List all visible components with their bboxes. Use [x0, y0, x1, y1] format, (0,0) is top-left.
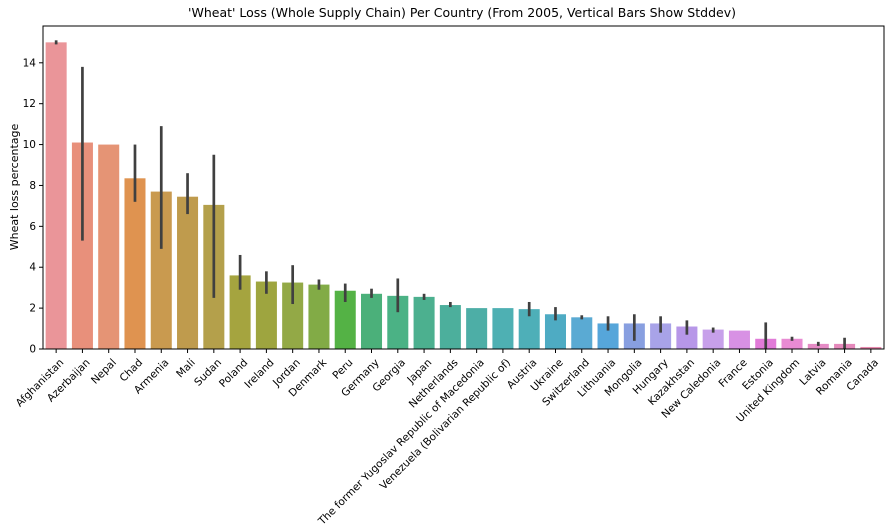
bar [492, 308, 514, 349]
y-tick-label: 12 [23, 98, 36, 110]
axis-spines [42, 25, 885, 350]
x-tick-label: Nepal [89, 357, 119, 387]
y-tick-label: 8 [29, 180, 36, 192]
bar [177, 196, 199, 349]
bar [807, 343, 829, 349]
bar [860, 346, 882, 349]
bar [361, 293, 383, 349]
x-tick-label: The former Yugoslav Republic of Macedoni… [316, 357, 487, 524]
x-tick-label: Ireland [242, 357, 276, 391]
bar [387, 295, 409, 349]
bar [282, 282, 304, 349]
bar [71, 142, 93, 349]
bar [544, 314, 566, 349]
bar [781, 338, 803, 349]
y-tick-label: 2 [29, 303, 36, 315]
plot-frame [42, 25, 885, 350]
bar [728, 330, 750, 349]
y-tick-label: 10 [23, 139, 36, 151]
y-axis-ticks: 0 2 4 6 8 10 12 14 [23, 57, 43, 356]
y-axis-label: Wheat loss percentage [8, 124, 21, 251]
bar [334, 290, 356, 349]
y-tick-label: 0 [29, 344, 36, 356]
bar [98, 144, 120, 349]
bar [255, 281, 277, 349]
y-tick-label: 6 [29, 221, 36, 233]
bars-layer [45, 42, 882, 349]
bar [650, 323, 672, 349]
bar [308, 284, 330, 349]
bar [413, 296, 435, 349]
bar [45, 42, 67, 349]
bar [124, 178, 146, 349]
chart-title: 'Wheat' Loss (Whole Supply Chain) Per Co… [188, 5, 736, 20]
bar [597, 323, 619, 349]
bar [229, 275, 251, 349]
bar [571, 317, 593, 349]
bar [518, 309, 540, 349]
bar [676, 326, 698, 349]
bar [702, 329, 724, 349]
y-tick-label: 14 [23, 57, 37, 69]
y-tick-label: 4 [29, 262, 36, 274]
bar [439, 305, 461, 349]
bar [466, 308, 488, 349]
error-bars-layer [54, 40, 846, 349]
bar [150, 191, 172, 349]
